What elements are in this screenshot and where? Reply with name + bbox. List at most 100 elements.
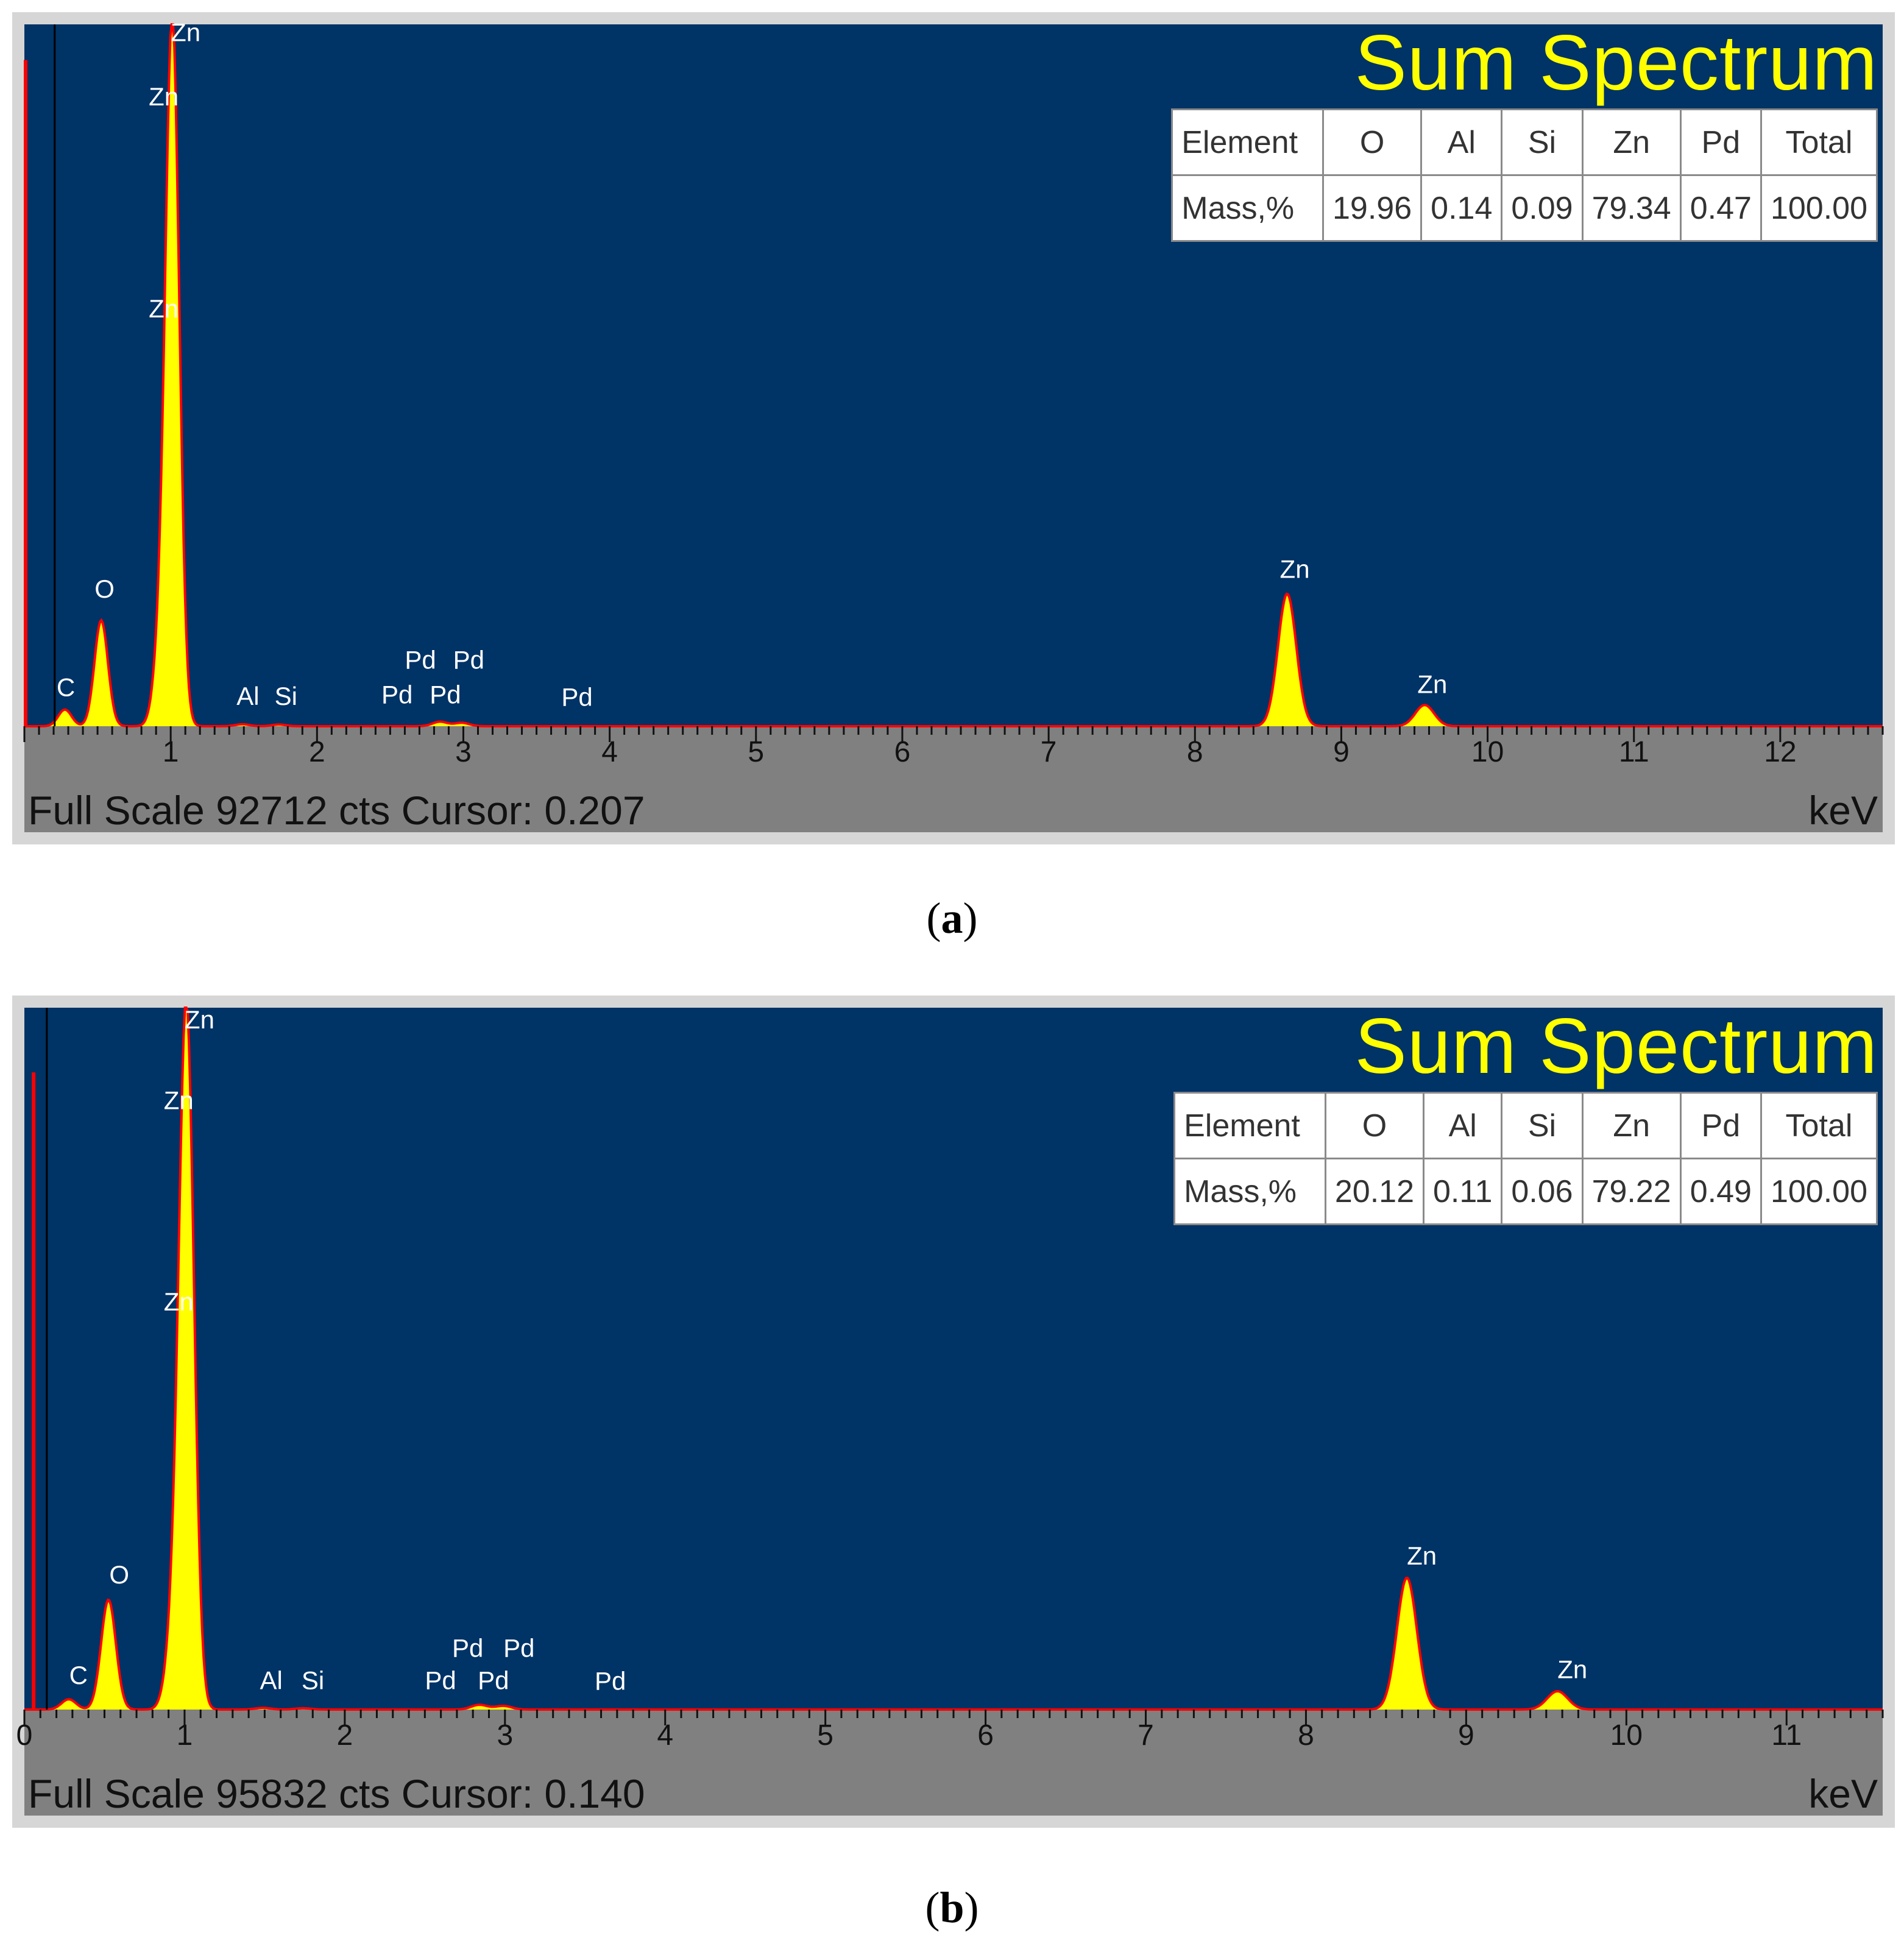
tick-label: 9: [1333, 736, 1350, 768]
table-cell: O: [1322, 108, 1423, 176]
table-row: Mass,% 20.12 0.11 0.06 79.22 0.49 100.00: [1173, 1158, 1878, 1225]
tick-label: 4: [601, 736, 618, 768]
peak-label: Pd: [503, 1633, 534, 1662]
table-cell: Si: [1501, 108, 1584, 176]
table-cell: 0.06: [1501, 1158, 1584, 1225]
peak-label: C: [57, 673, 75, 701]
unit-label: keV: [1808, 1771, 1878, 1816]
peak-label: Zn: [185, 1005, 214, 1034]
axis-strip: [24, 726, 1883, 832]
peak-label: Pd: [425, 1666, 456, 1694]
peak-label: Zn: [164, 1287, 194, 1316]
tick-label: 11: [1619, 736, 1649, 768]
peak-label: Al: [260, 1666, 283, 1694]
peak-label: Si: [275, 682, 297, 710]
full-scale-readout: Full Scale 95832 cts Cursor: 0.140: [28, 1771, 645, 1816]
peak-label: Pd: [478, 1666, 509, 1694]
caption-letter: b: [940, 1883, 964, 1932]
tick-label: 7: [1138, 1719, 1154, 1752]
tick-label: 3: [497, 1719, 513, 1752]
table-cell: Mass,%: [1171, 174, 1325, 242]
tick-label: 6: [894, 736, 911, 768]
peak-label: Pd: [595, 1667, 626, 1696]
table-header-row: Element O Al Si Zn Pd Total: [1173, 1092, 1878, 1159]
table-cell: 0.47: [1679, 174, 1762, 242]
composition-table: Element O Al Si Zn Pd Total Mass,% 20.12…: [1173, 1092, 1878, 1225]
spectrum-outline: [24, 23, 1883, 727]
peak-label: Zn: [1407, 1541, 1437, 1570]
peak-label: Zn: [171, 18, 200, 46]
peak-label: Pd: [453, 646, 484, 674]
table-cell: Pd: [1679, 1092, 1762, 1159]
tick-label: 5: [748, 736, 764, 768]
peak-label: Zn: [149, 82, 179, 111]
axis-strip: [24, 1710, 1883, 1816]
table-cell: Zn: [1581, 1092, 1682, 1159]
table-cell: 0.14: [1420, 174, 1503, 242]
table-cell: 19.96: [1322, 174, 1423, 242]
peak-label: Pd: [452, 1633, 483, 1662]
spectrum-panel-b: Zn Zn Zn O C Al Si Pd Pd Pd Pd Pd Zn Zn 0 1 2 3 4 5 6 7 8 9 10 11…: [12, 996, 1895, 1828]
composition-table: Element O Al Si Zn Pd Total Mass,% 19.96…: [1171, 108, 1878, 242]
table-cell: Al: [1420, 108, 1503, 176]
table-header-row: Element O Al Si Zn Pd Total: [1171, 108, 1878, 176]
tick-label: 4: [657, 1719, 673, 1752]
table-cell: Element: [1171, 108, 1325, 176]
table-cell: Pd: [1679, 108, 1762, 176]
tick-label: 1: [163, 736, 179, 768]
tick-label: 2: [337, 1719, 353, 1752]
table-cell: Element: [1173, 1092, 1326, 1159]
caption-letter: a: [941, 894, 963, 943]
table-cell: Mass,%: [1173, 1158, 1326, 1225]
peak-label: Zn: [1280, 554, 1310, 583]
panel-caption-a: (a): [926, 894, 978, 943]
table-cell: Al: [1423, 1092, 1503, 1159]
tick-label: 8: [1187, 736, 1203, 768]
table-cell: Si: [1501, 1092, 1584, 1159]
table-cell: 100.00: [1760, 1158, 1878, 1225]
table-cell: Zn: [1581, 108, 1682, 176]
tick-label: 7: [1041, 736, 1057, 768]
tick-label: 11: [1771, 1719, 1802, 1752]
peak-label: Al: [236, 682, 259, 710]
tick-label: 10: [1610, 1719, 1643, 1752]
peak-label: Zn: [164, 1086, 194, 1114]
full-scale-readout: Full Scale 92712 cts Cursor: 0.207: [28, 788, 645, 833]
unit-label: keV: [1808, 788, 1878, 833]
tick-label: 1: [177, 1719, 193, 1752]
spectrum-title: Sum Spectrum: [1354, 19, 1878, 107]
peak-label: Zn: [1417, 670, 1447, 698]
peak-label: O: [109, 1560, 129, 1589]
spectrum-panel-a: Zn Zn Zn O C Al Si Pd Pd Pd Pd Pd Zn Zn 1 2 3 4 5 6 7 8 9 10 11 1…: [12, 12, 1895, 844]
table-cell: 100.00: [1760, 174, 1878, 242]
peak-label: O: [94, 575, 115, 603]
table-cell: Total: [1760, 1092, 1878, 1159]
tick-label: 2: [309, 736, 325, 768]
peak-label: Pd: [381, 681, 412, 709]
table-cell: 79.22: [1581, 1158, 1682, 1225]
peak-label: Pd: [561, 682, 592, 711]
table-cell: 79.34: [1581, 174, 1682, 242]
table-cell: Total: [1760, 108, 1878, 176]
tick-label: 12: [1764, 736, 1796, 768]
tick-label: 5: [817, 1719, 833, 1752]
tick-label: 3: [455, 736, 472, 768]
table-row: Mass,% 19.96 0.14 0.09 79.34 0.47 100.00: [1171, 174, 1878, 242]
peak-label: C: [69, 1661, 88, 1689]
panel-caption-b: (b): [925, 1883, 979, 1932]
table-cell: 20.12: [1324, 1158, 1425, 1225]
table-cell: 0.49: [1679, 1158, 1762, 1225]
peak-label: Zn: [149, 294, 179, 323]
tick-label: 10: [1471, 736, 1504, 768]
tick-label: 8: [1298, 1719, 1314, 1752]
peak-label: Zn: [1557, 1655, 1587, 1683]
table-cell: 0.11: [1423, 1158, 1503, 1225]
spectrum-title: Sum Spectrum: [1354, 1003, 1878, 1090]
tick-label: 6: [977, 1719, 994, 1752]
tick-label: 0: [16, 1719, 33, 1752]
table-cell: O: [1324, 1092, 1425, 1159]
tick-label: 9: [1458, 1719, 1474, 1752]
peak-label: Si: [302, 1666, 324, 1694]
peak-label: Pd: [405, 646, 436, 674]
table-cell: 0.09: [1501, 174, 1584, 242]
